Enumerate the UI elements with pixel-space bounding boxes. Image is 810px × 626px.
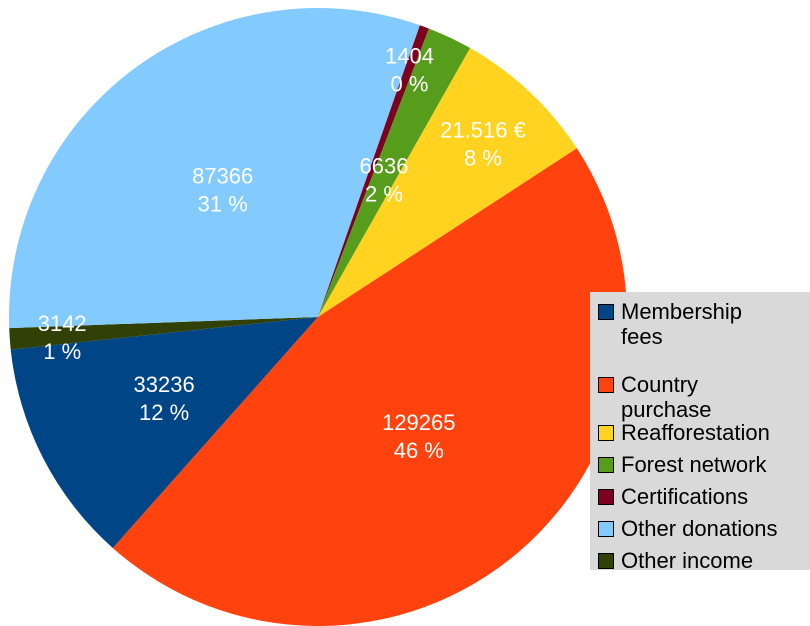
pie-slice-membership-fees xyxy=(10,317,318,549)
legend-swatch xyxy=(598,553,614,569)
legend-label: Forest network xyxy=(621,452,767,477)
legend-label: Other income xyxy=(621,548,754,573)
data-label-value: 3142 xyxy=(38,311,87,336)
data-label-percent: 12 % xyxy=(139,400,189,425)
data-label-value: 1404 xyxy=(385,44,434,69)
data-label-percent: 8 % xyxy=(464,145,502,170)
legend-item: Country purchase xyxy=(598,372,803,422)
data-label-value: 6636 xyxy=(360,153,409,178)
legend-label: Reafforestation xyxy=(621,420,770,445)
pie-slice-forest-network xyxy=(318,28,471,318)
legend-swatch xyxy=(598,489,614,505)
pie-slice-reafforestation xyxy=(318,48,577,318)
data-label-percent: 2 % xyxy=(365,181,403,206)
legend-swatch xyxy=(598,457,614,473)
pie-data-labels: 33236 12 % 3142 1 % 87366 31 % 1404 0 % 6636 2 % 2… xyxy=(38,44,526,464)
legend-label: Membership fees xyxy=(621,299,743,349)
data-label-value: 21.516 € xyxy=(440,117,526,142)
data-label-value: 33236 xyxy=(134,372,195,397)
pie-slice-country-purchase xyxy=(112,148,627,626)
data-label-percent: 0 % xyxy=(391,72,429,97)
legend-item: Other donations xyxy=(598,516,803,541)
data-label-value: 129265 xyxy=(382,410,455,435)
legend-item: Certifications xyxy=(598,484,803,509)
data-label-percent: 1 % xyxy=(43,339,81,364)
legend-item: Reafforestation xyxy=(598,420,803,445)
legend-swatch xyxy=(598,377,614,393)
legend-swatch xyxy=(598,304,614,320)
data-label-percent: 46 % xyxy=(394,438,444,463)
chart-legend: Membership fees Country purchase Reafforesta… xyxy=(590,292,810,573)
legend-swatch xyxy=(598,425,614,441)
legend-item: Forest network xyxy=(598,452,803,477)
legend-label: Certifications xyxy=(621,484,749,509)
legend-item: Other income xyxy=(598,548,803,573)
legend-swatch xyxy=(598,521,614,537)
data-label-value: 87366 xyxy=(192,164,253,189)
data-label-percent: 31 % xyxy=(198,192,248,217)
legend-item: Membership fees xyxy=(598,299,803,349)
legend-label: Country purchase xyxy=(621,372,712,422)
pie-slices xyxy=(9,8,627,626)
pie-slice-other-donations xyxy=(9,8,420,329)
legend-label: Other donations xyxy=(621,516,778,541)
pie-slice-other-income xyxy=(9,317,318,350)
pie-slice-certifications xyxy=(318,25,429,317)
